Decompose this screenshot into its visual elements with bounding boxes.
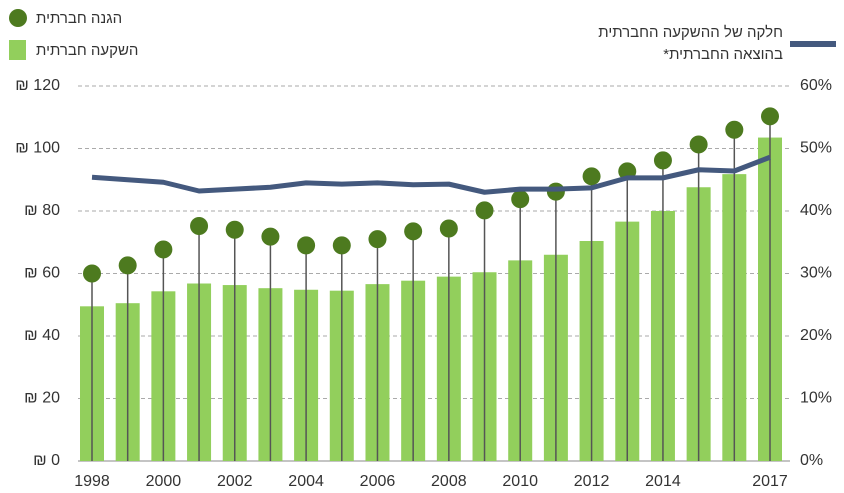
x-tick-label: 2002 xyxy=(217,473,253,490)
y2-tick-label: 10% xyxy=(800,390,832,407)
x-tick-label: 2014 xyxy=(645,473,681,490)
dot xyxy=(725,120,744,139)
dot xyxy=(761,107,779,126)
legend-swatch xyxy=(9,40,26,60)
legend-label: השקעה חברתית xyxy=(36,42,139,59)
x-tick-label: 2000 xyxy=(146,473,182,490)
y2-tick-label: 60% xyxy=(800,77,832,94)
dot xyxy=(297,236,316,255)
x-tick-label: 2010 xyxy=(502,473,538,490)
x-tick-label: 2004 xyxy=(288,473,324,490)
line xyxy=(91,154,771,195)
dot xyxy=(83,264,101,283)
x-tick-label: 2006 xyxy=(360,473,396,490)
x-tick-label: 2017 xyxy=(752,473,788,490)
dot xyxy=(225,220,244,239)
dot xyxy=(404,222,423,241)
y-tick-label: ₪ 120 xyxy=(15,77,60,94)
y2-tick-label: 40% xyxy=(800,202,832,219)
legend-dot xyxy=(9,9,27,27)
dot xyxy=(475,201,494,220)
dot xyxy=(368,230,387,249)
dot xyxy=(511,190,530,209)
dot xyxy=(261,227,280,246)
x-tick-label: 2012 xyxy=(574,473,610,490)
x-tick-label: 1998 xyxy=(74,473,110,490)
dot xyxy=(118,256,137,275)
y-tick-label: ₪ 40 xyxy=(24,327,60,344)
y-tick-label: ₪ 60 xyxy=(24,265,60,282)
y2-tick-label: 30% xyxy=(800,265,832,282)
y2-tick-label: 50% xyxy=(800,140,832,157)
y-tick-label: ₪ 0 xyxy=(33,452,60,469)
dot xyxy=(332,236,351,255)
legend-label: הגנה חברתית xyxy=(36,10,123,27)
y-tick-label: ₪ 100 xyxy=(15,140,60,157)
x-tick-label: 2008 xyxy=(431,473,467,490)
dot xyxy=(582,167,601,186)
legend-label: חלקה של ההשקעה החברתית בהוצאה החברתית* xyxy=(598,24,783,63)
y2-tick-label: 0% xyxy=(800,452,823,469)
y-tick-label: ₪ 80 xyxy=(24,202,60,219)
dot xyxy=(190,217,209,235)
dot xyxy=(653,151,672,170)
dot xyxy=(689,135,708,154)
dot xyxy=(439,219,458,238)
y-tick-label: ₪ 20 xyxy=(24,390,60,407)
y2-tick-label: 20% xyxy=(800,327,832,344)
dot xyxy=(154,240,173,259)
